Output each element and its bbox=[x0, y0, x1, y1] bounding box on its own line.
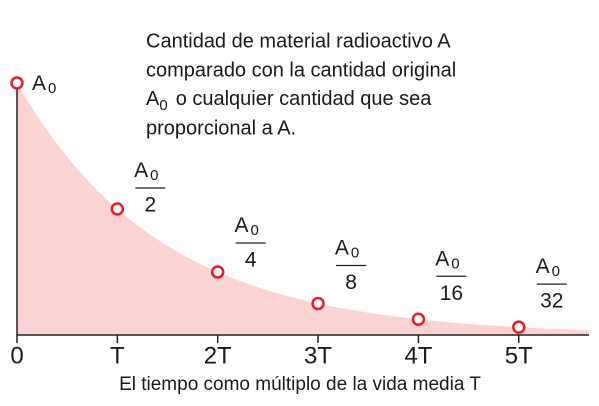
subscript: 0 bbox=[159, 97, 167, 114]
subscript: 0 bbox=[48, 80, 56, 97]
data-point bbox=[110, 202, 125, 216]
x-tick-label: 5T bbox=[505, 342, 533, 369]
symbol: A bbox=[335, 236, 349, 259]
x-tick-label: 0 bbox=[10, 342, 23, 369]
x-tick-label: 2T bbox=[204, 342, 232, 369]
symbol: A bbox=[146, 88, 160, 110]
subscript: 0 bbox=[451, 255, 459, 272]
symbol: A bbox=[32, 72, 46, 95]
x-tick-label: 4T bbox=[404, 342, 432, 369]
symbol: A bbox=[235, 214, 249, 237]
point-label-denominator: 4 bbox=[245, 249, 257, 272]
point-label-denominator: 8 bbox=[345, 271, 357, 294]
description-line: proporcional a A. bbox=[146, 117, 296, 139]
description-line: comparado con la cantidad original bbox=[146, 59, 456, 81]
point-label-denominator: 2 bbox=[145, 194, 157, 217]
data-point bbox=[210, 265, 225, 279]
point-label-denominator: 32 bbox=[540, 290, 563, 313]
data-point bbox=[311, 296, 325, 311]
data-point bbox=[10, 76, 24, 90]
symbol: A bbox=[134, 159, 148, 182]
description-line: Cantidad de material radioactivo A bbox=[146, 30, 451, 52]
point-label-denominator: 16 bbox=[440, 282, 463, 305]
symbol: A bbox=[435, 247, 449, 270]
subscript: 0 bbox=[552, 263, 560, 280]
subscript: 0 bbox=[351, 244, 359, 261]
x-tick-label: T bbox=[110, 342, 125, 369]
data-point bbox=[512, 320, 526, 334]
subscript: 0 bbox=[150, 167, 158, 184]
decay-area bbox=[17, 83, 589, 335]
x-axis-label: El tiempo como múltiplo de la vida media… bbox=[119, 374, 481, 395]
subscript: 0 bbox=[251, 222, 259, 239]
symbol: A bbox=[536, 255, 550, 278]
description-line: A0 o cualquier cantidad que sea bbox=[146, 88, 432, 114]
data-point bbox=[411, 312, 426, 326]
text: o cualquier cantidad que sea bbox=[176, 88, 433, 110]
x-tick-label: 3T bbox=[304, 342, 332, 369]
